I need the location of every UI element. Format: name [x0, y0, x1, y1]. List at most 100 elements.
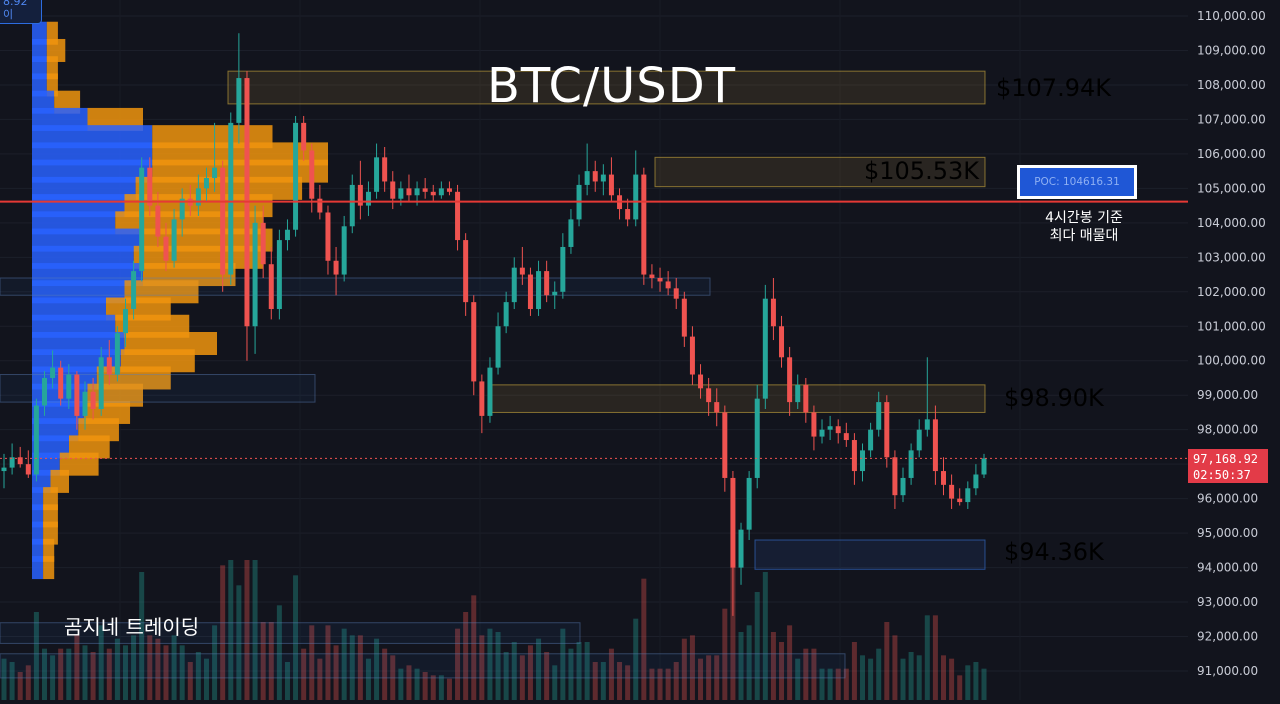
candles-layer	[1, 33, 987, 616]
candle-body	[1, 467, 7, 472]
candle-body	[114, 333, 120, 375]
volume-bar	[98, 625, 104, 700]
volume-bar	[82, 645, 88, 700]
candle-body	[698, 374, 704, 389]
candle-body	[301, 122, 307, 151]
candle-body	[916, 429, 922, 451]
volume-bar	[179, 645, 185, 700]
volume-bar	[973, 662, 979, 700]
candle-body	[787, 357, 793, 403]
candle-body	[357, 184, 363, 206]
volume-bar	[722, 608, 728, 700]
candle-body	[892, 457, 898, 496]
candle-body	[438, 188, 444, 196]
candle-body	[9, 457, 15, 468]
last-price-tag: 97,168.92 02:50:37	[1188, 449, 1268, 483]
volume-bar	[957, 675, 963, 700]
candle-body	[25, 464, 31, 475]
price-tick-label: 98,000.00	[1197, 423, 1258, 437]
volume-profile-sell-bar	[46, 73, 58, 97]
volume-bar	[58, 648, 64, 700]
price-tick-label: 100,000.00	[1197, 354, 1266, 368]
candle-body	[527, 274, 533, 310]
volume-bar	[884, 622, 890, 700]
price-tick-label: 96,000.00	[1197, 492, 1258, 506]
candle-body	[487, 367, 493, 416]
candle-body	[949, 484, 955, 499]
volume-bar	[673, 662, 679, 700]
volume-bar	[843, 668, 849, 700]
volume-bar	[131, 635, 137, 700]
candle-body	[511, 267, 517, 303]
level-zone	[227, 70, 986, 105]
volume-bar	[25, 665, 31, 700]
volume-bar	[309, 625, 315, 700]
volume-bar	[33, 612, 39, 700]
candle-body	[941, 471, 947, 485]
candle-body	[600, 174, 606, 182]
volume-bar	[374, 638, 380, 700]
candle-body	[608, 174, 614, 196]
volume-bar	[576, 642, 582, 700]
candle-body	[228, 122, 234, 275]
candle-countdown: 02:50:37	[1193, 468, 1251, 482]
volume-bar	[495, 632, 501, 700]
support-zone	[0, 622, 581, 644]
candle-body	[779, 326, 785, 358]
volume-bar	[803, 648, 809, 700]
candle-body	[730, 477, 736, 568]
price-tick-label: 91,000.00	[1197, 664, 1258, 678]
volume-bar	[74, 635, 80, 700]
candle-body	[495, 326, 501, 368]
candle-body	[592, 171, 598, 182]
candle-body	[374, 157, 380, 192]
price-tick-label: 94,000.00	[1197, 561, 1258, 575]
candle-body	[58, 367, 64, 399]
volume-bar	[511, 642, 517, 700]
volume-bar	[568, 648, 574, 700]
candle-body	[973, 474, 979, 489]
volume-bar	[187, 662, 193, 700]
volume-bar	[916, 655, 922, 700]
volume-bar	[171, 635, 177, 700]
volume-bar	[349, 635, 355, 700]
candle-body	[584, 171, 590, 185]
candle-body	[827, 426, 833, 430]
volume-bar	[746, 625, 752, 700]
volume-bar	[608, 648, 614, 700]
poc-annotation-line-1: 4시간봉 기준	[1045, 210, 1123, 226]
candle-body	[293, 122, 299, 230]
candle-body	[74, 374, 80, 416]
volume-profile-buy-bar	[32, 538, 44, 562]
volume-bar	[730, 560, 736, 700]
volume-bar	[155, 638, 161, 700]
candle-body	[876, 402, 882, 430]
candle-body	[649, 274, 655, 278]
candle-body	[82, 391, 88, 416]
volume-profile-sell-bar	[59, 452, 99, 476]
candle-body	[633, 174, 639, 220]
candle-body	[463, 240, 469, 303]
candle-body	[770, 298, 776, 327]
volume-bar	[633, 618, 639, 700]
volume-bar	[932, 615, 938, 700]
volume-bar	[463, 612, 469, 700]
candle-body	[479, 381, 485, 416]
volume-bar	[114, 638, 120, 700]
candle-body	[66, 374, 72, 399]
level-zone	[754, 539, 986, 570]
volume-bar	[770, 632, 776, 700]
candle-body	[17, 457, 23, 465]
volume-bar	[220, 565, 226, 700]
candle-body	[406, 188, 412, 196]
price-axis-layer: 110,000.00 109,000.00 108,000.00 107,000.00…	[1197, 9, 1266, 678]
volume-bar	[365, 658, 371, 700]
candle-body	[722, 412, 728, 478]
volume-bar	[17, 672, 23, 700]
candle-body	[981, 458, 987, 475]
volume-bar	[649, 668, 655, 700]
volume-profile-buy-bar	[32, 556, 44, 580]
volume-bar	[519, 655, 525, 700]
candle-body	[106, 357, 112, 375]
